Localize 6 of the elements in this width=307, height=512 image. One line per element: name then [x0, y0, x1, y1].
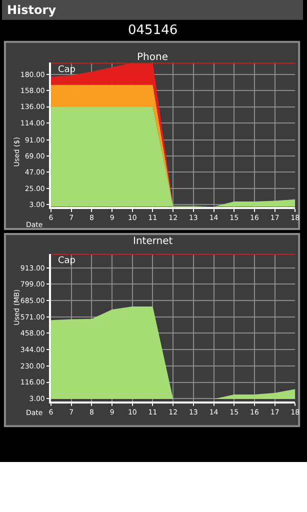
text: 045146 — [128, 23, 178, 38]
ref-line-label: Cap — [58, 65, 76, 75]
chart-title: Phone — [137, 52, 168, 63]
text: History — [7, 3, 56, 17]
ref-line-label: Cap — [58, 256, 76, 266]
chart-title: Internet — [133, 236, 173, 247]
